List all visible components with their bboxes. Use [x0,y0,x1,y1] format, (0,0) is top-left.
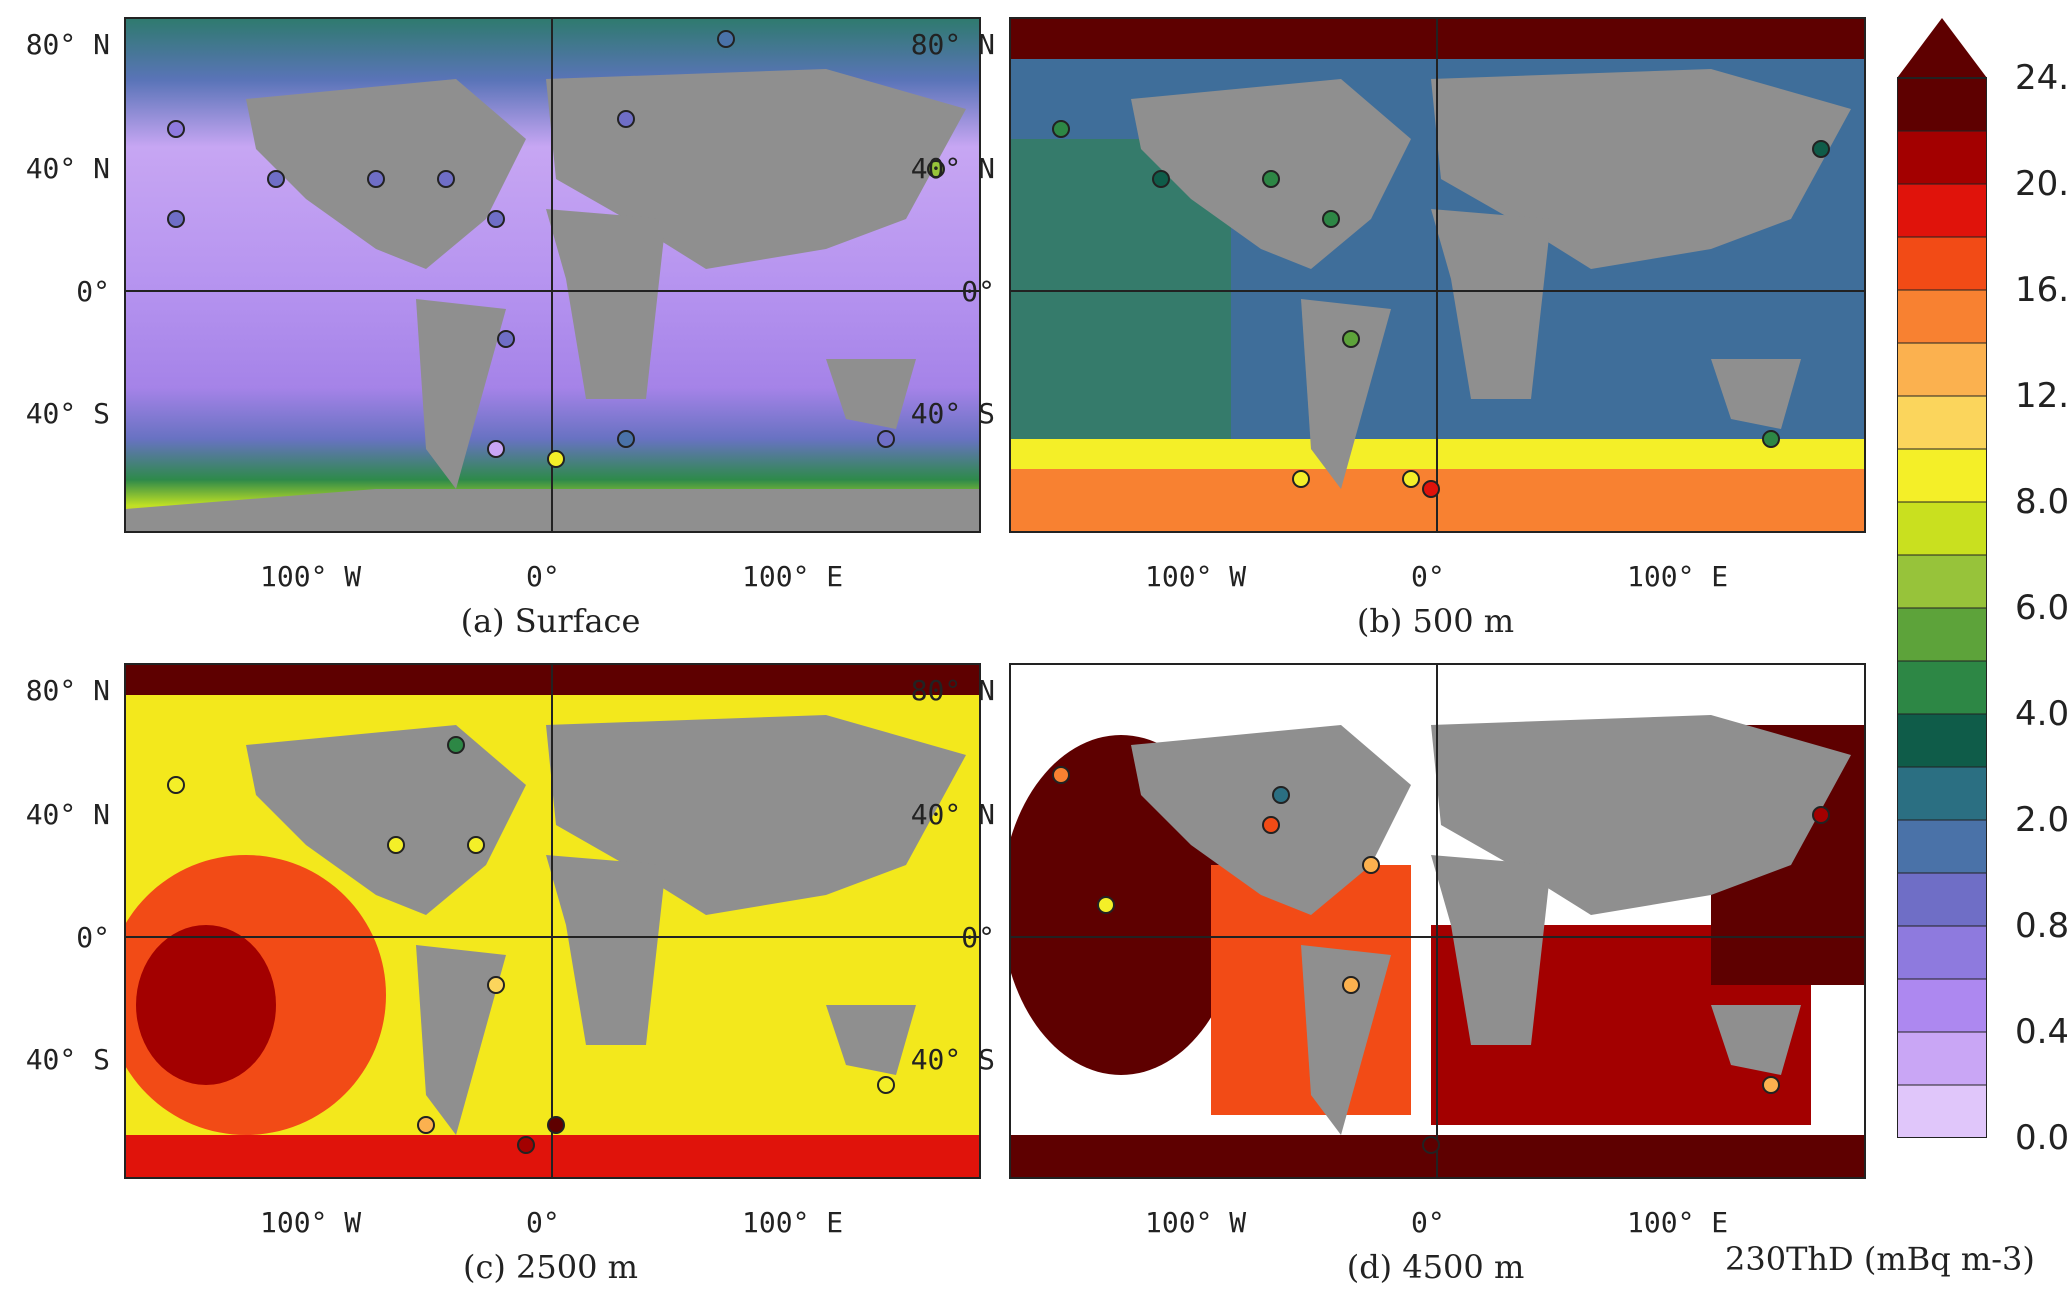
map-panel-surface [124,17,981,533]
lon-tick-100e: 100° E [742,560,844,593]
colorbar-band [1897,713,1987,768]
caption-c: (c) 2500 m [462,1248,638,1286]
lat-tick-80n: 80° N [25,674,110,707]
lon-tick-100w: 100° W [260,560,362,593]
colorbar-band [1897,289,1987,344]
lat-tick-40n: 40° N [910,798,995,831]
stations [1052,766,1830,1154]
lat-tick-40s: 40° S [25,397,110,430]
colorbar-band [1897,766,1987,821]
lat-tick-0: 0° [76,275,110,308]
map-4500m [1011,665,1864,1177]
lat-tick-40s: 40° S [910,397,995,430]
map-500m [1011,19,1864,531]
cbar-tick-12: 12.0 [2015,376,2067,416]
caption-b: (b) 500 m [1356,602,1515,640]
colorbar-bands [1897,77,1987,1138]
map-panel-2500m [124,663,981,1179]
cbar-tick-4: 4.0 [2015,694,2067,734]
lon-tick-100w: 100° W [260,1206,362,1239]
cbar-tick-16: 16.0 [2015,270,2067,310]
lon-tick-0: 0° [1411,560,1445,593]
lat-tick-40n: 40° N [25,798,110,831]
caption-d: (d) 4500 m [1346,1248,1525,1286]
cbar-tick-04: 0.4 [2015,1012,2067,1052]
cbar-tick-6: 6.0 [2015,588,2067,628]
colorbar-band [1897,1084,1987,1138]
lon-tick-100e: 100° E [1627,560,1729,593]
lat-tick-0: 0° [961,921,995,954]
colorbar-band [1897,77,1987,132]
stations [167,736,895,1154]
colorbar-label: 230ThD (mBq m-3) [1725,1240,2035,1278]
lat-tick-40n: 40° N [910,152,995,185]
stations [1052,120,1830,498]
colorbar-band [1897,660,1987,715]
map-2500m [126,665,979,1177]
colorbar-band [1897,872,1987,927]
lon-tick-0: 0° [526,560,560,593]
cbar-tick-8: 8.0 [2015,482,2067,522]
cbar-tick-0: 0.0 [2015,1118,2067,1158]
colorbar-band [1897,236,1987,291]
colorbar-band [1897,448,1987,503]
cbar-tick-2: 2.0 [2015,800,2067,840]
lat-tick-80n: 80° N [910,28,995,61]
stations [167,30,945,468]
colorbar-band [1897,183,1987,238]
cbar-tick-08: 0.8 [2015,906,2067,946]
lon-tick-100e: 100° E [1627,1206,1729,1239]
lon-tick-0: 0° [526,1206,560,1239]
colorbar-band [1897,554,1987,609]
lat-tick-40s: 40° S [910,1043,995,1076]
colorbar-band [1897,978,1987,1033]
lon-tick-100e: 100° E [742,1206,844,1239]
lat-tick-0: 0° [76,921,110,954]
colorbar-band [1897,130,1987,185]
colorbar-band [1897,342,1987,397]
map-surface [126,19,979,531]
colorbar-band [1897,819,1987,874]
lat-tick-0: 0° [961,275,995,308]
cbar-tick-20: 20.0 [2015,164,2067,204]
map-panel-4500m [1009,663,1866,1179]
caption-a: (a) Surface [460,602,641,640]
colorbar-band [1897,501,1987,556]
map-panel-500m [1009,17,1866,533]
colorbar-band [1897,925,1987,980]
continents [246,715,966,1135]
colorbar [1897,18,1987,1138]
colorbar-band [1897,607,1987,662]
colorbar-arrow [1897,18,1987,78]
colorbar-band [1897,395,1987,450]
lon-tick-100w: 100° W [1145,560,1247,593]
colorbar-band [1897,1031,1987,1086]
lat-tick-40s: 40° S [25,1043,110,1076]
lat-tick-40n: 40° N [25,152,110,185]
lat-tick-80n: 80° N [910,674,995,707]
lon-tick-100w: 100° W [1145,1206,1247,1239]
lat-tick-80n: 80° N [25,28,110,61]
lon-tick-0: 0° [1411,1206,1445,1239]
cbar-tick-24: 24.0 [2015,58,2067,98]
continents [126,69,979,531]
